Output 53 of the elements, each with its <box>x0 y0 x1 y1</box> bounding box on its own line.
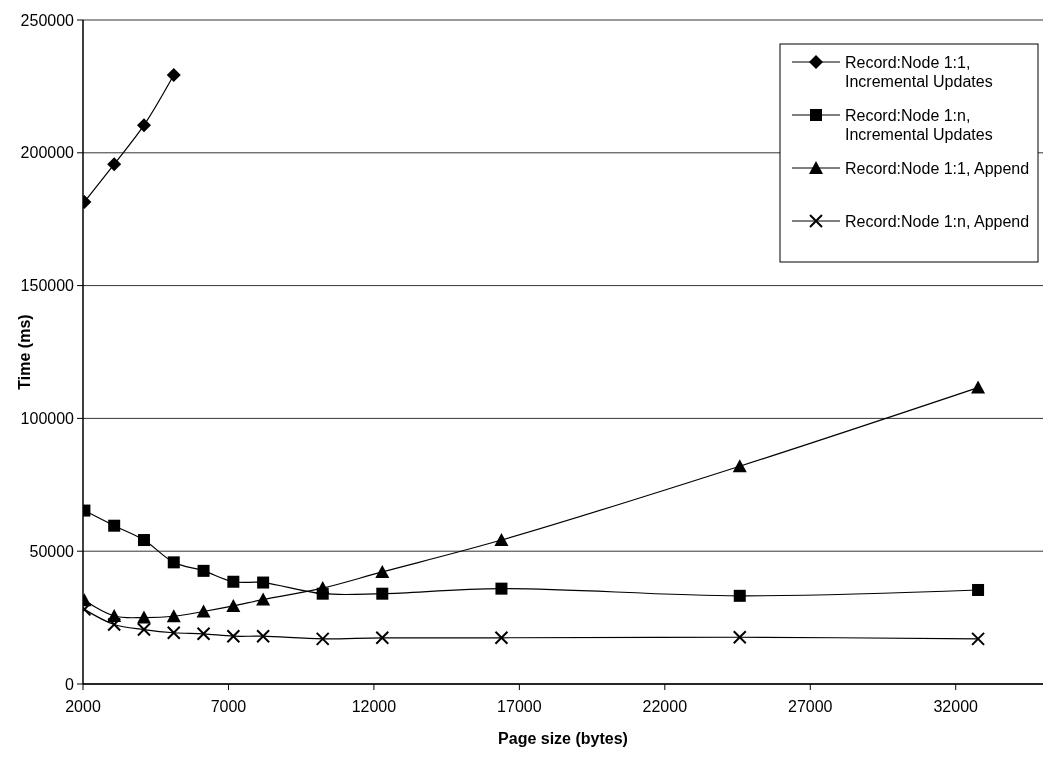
x-tick-label: 27000 <box>788 698 833 715</box>
point <box>315 581 330 595</box>
point <box>256 592 271 606</box>
point <box>196 604 211 618</box>
y-tick-label: 150000 <box>20 277 75 295</box>
point <box>971 380 986 394</box>
y-tick-label: 100000 <box>20 410 75 427</box>
point <box>136 610 151 624</box>
point <box>136 622 151 637</box>
point <box>494 533 509 547</box>
point <box>376 587 389 600</box>
point <box>166 609 181 623</box>
y-tick-label: 250000 <box>20 11 75 29</box>
point <box>196 626 211 641</box>
point <box>315 631 330 646</box>
legend-label: Record:Node 1:1, Append <box>845 159 1030 177</box>
x-tick-label: 2000 <box>65 698 101 715</box>
point <box>256 629 271 644</box>
x-tick-label: 17000 <box>497 698 542 715</box>
point <box>226 598 241 612</box>
x-tick-label: 7000 <box>210 698 247 715</box>
legend-label: Record:Node 1:1, Incremental Updates <box>845 53 993 90</box>
point <box>375 630 390 645</box>
point <box>136 118 151 133</box>
legend-label: Record:Node 1:n, Incremental Updates <box>845 106 993 143</box>
x-tick-label: 12000 <box>351 698 397 715</box>
x-tick-label: 22000 <box>642 698 688 715</box>
point <box>107 617 122 632</box>
point <box>137 534 150 547</box>
point <box>375 564 390 578</box>
legend-label: Record:Node 1:n, Append <box>845 212 1030 230</box>
point <box>495 582 508 595</box>
point <box>494 630 509 645</box>
point <box>227 575 240 588</box>
point <box>733 589 746 602</box>
point <box>226 629 241 644</box>
point <box>108 519 121 532</box>
y-axis-title: Time (ms) <box>16 314 33 390</box>
point <box>197 564 210 577</box>
point <box>732 630 747 645</box>
point <box>972 583 985 596</box>
point <box>971 631 986 646</box>
point <box>166 67 181 82</box>
point <box>167 556 180 569</box>
x-tick-label: 32000 <box>933 698 979 715</box>
point <box>107 157 122 172</box>
point <box>166 625 181 640</box>
point <box>257 576 270 589</box>
y-tick-label: 50000 <box>29 542 75 560</box>
x-axis-title: Page size (bytes) <box>498 730 628 747</box>
point <box>732 459 747 473</box>
y-tick-label: 200000 <box>20 144 75 162</box>
y-tick-label: 0 <box>65 675 75 693</box>
